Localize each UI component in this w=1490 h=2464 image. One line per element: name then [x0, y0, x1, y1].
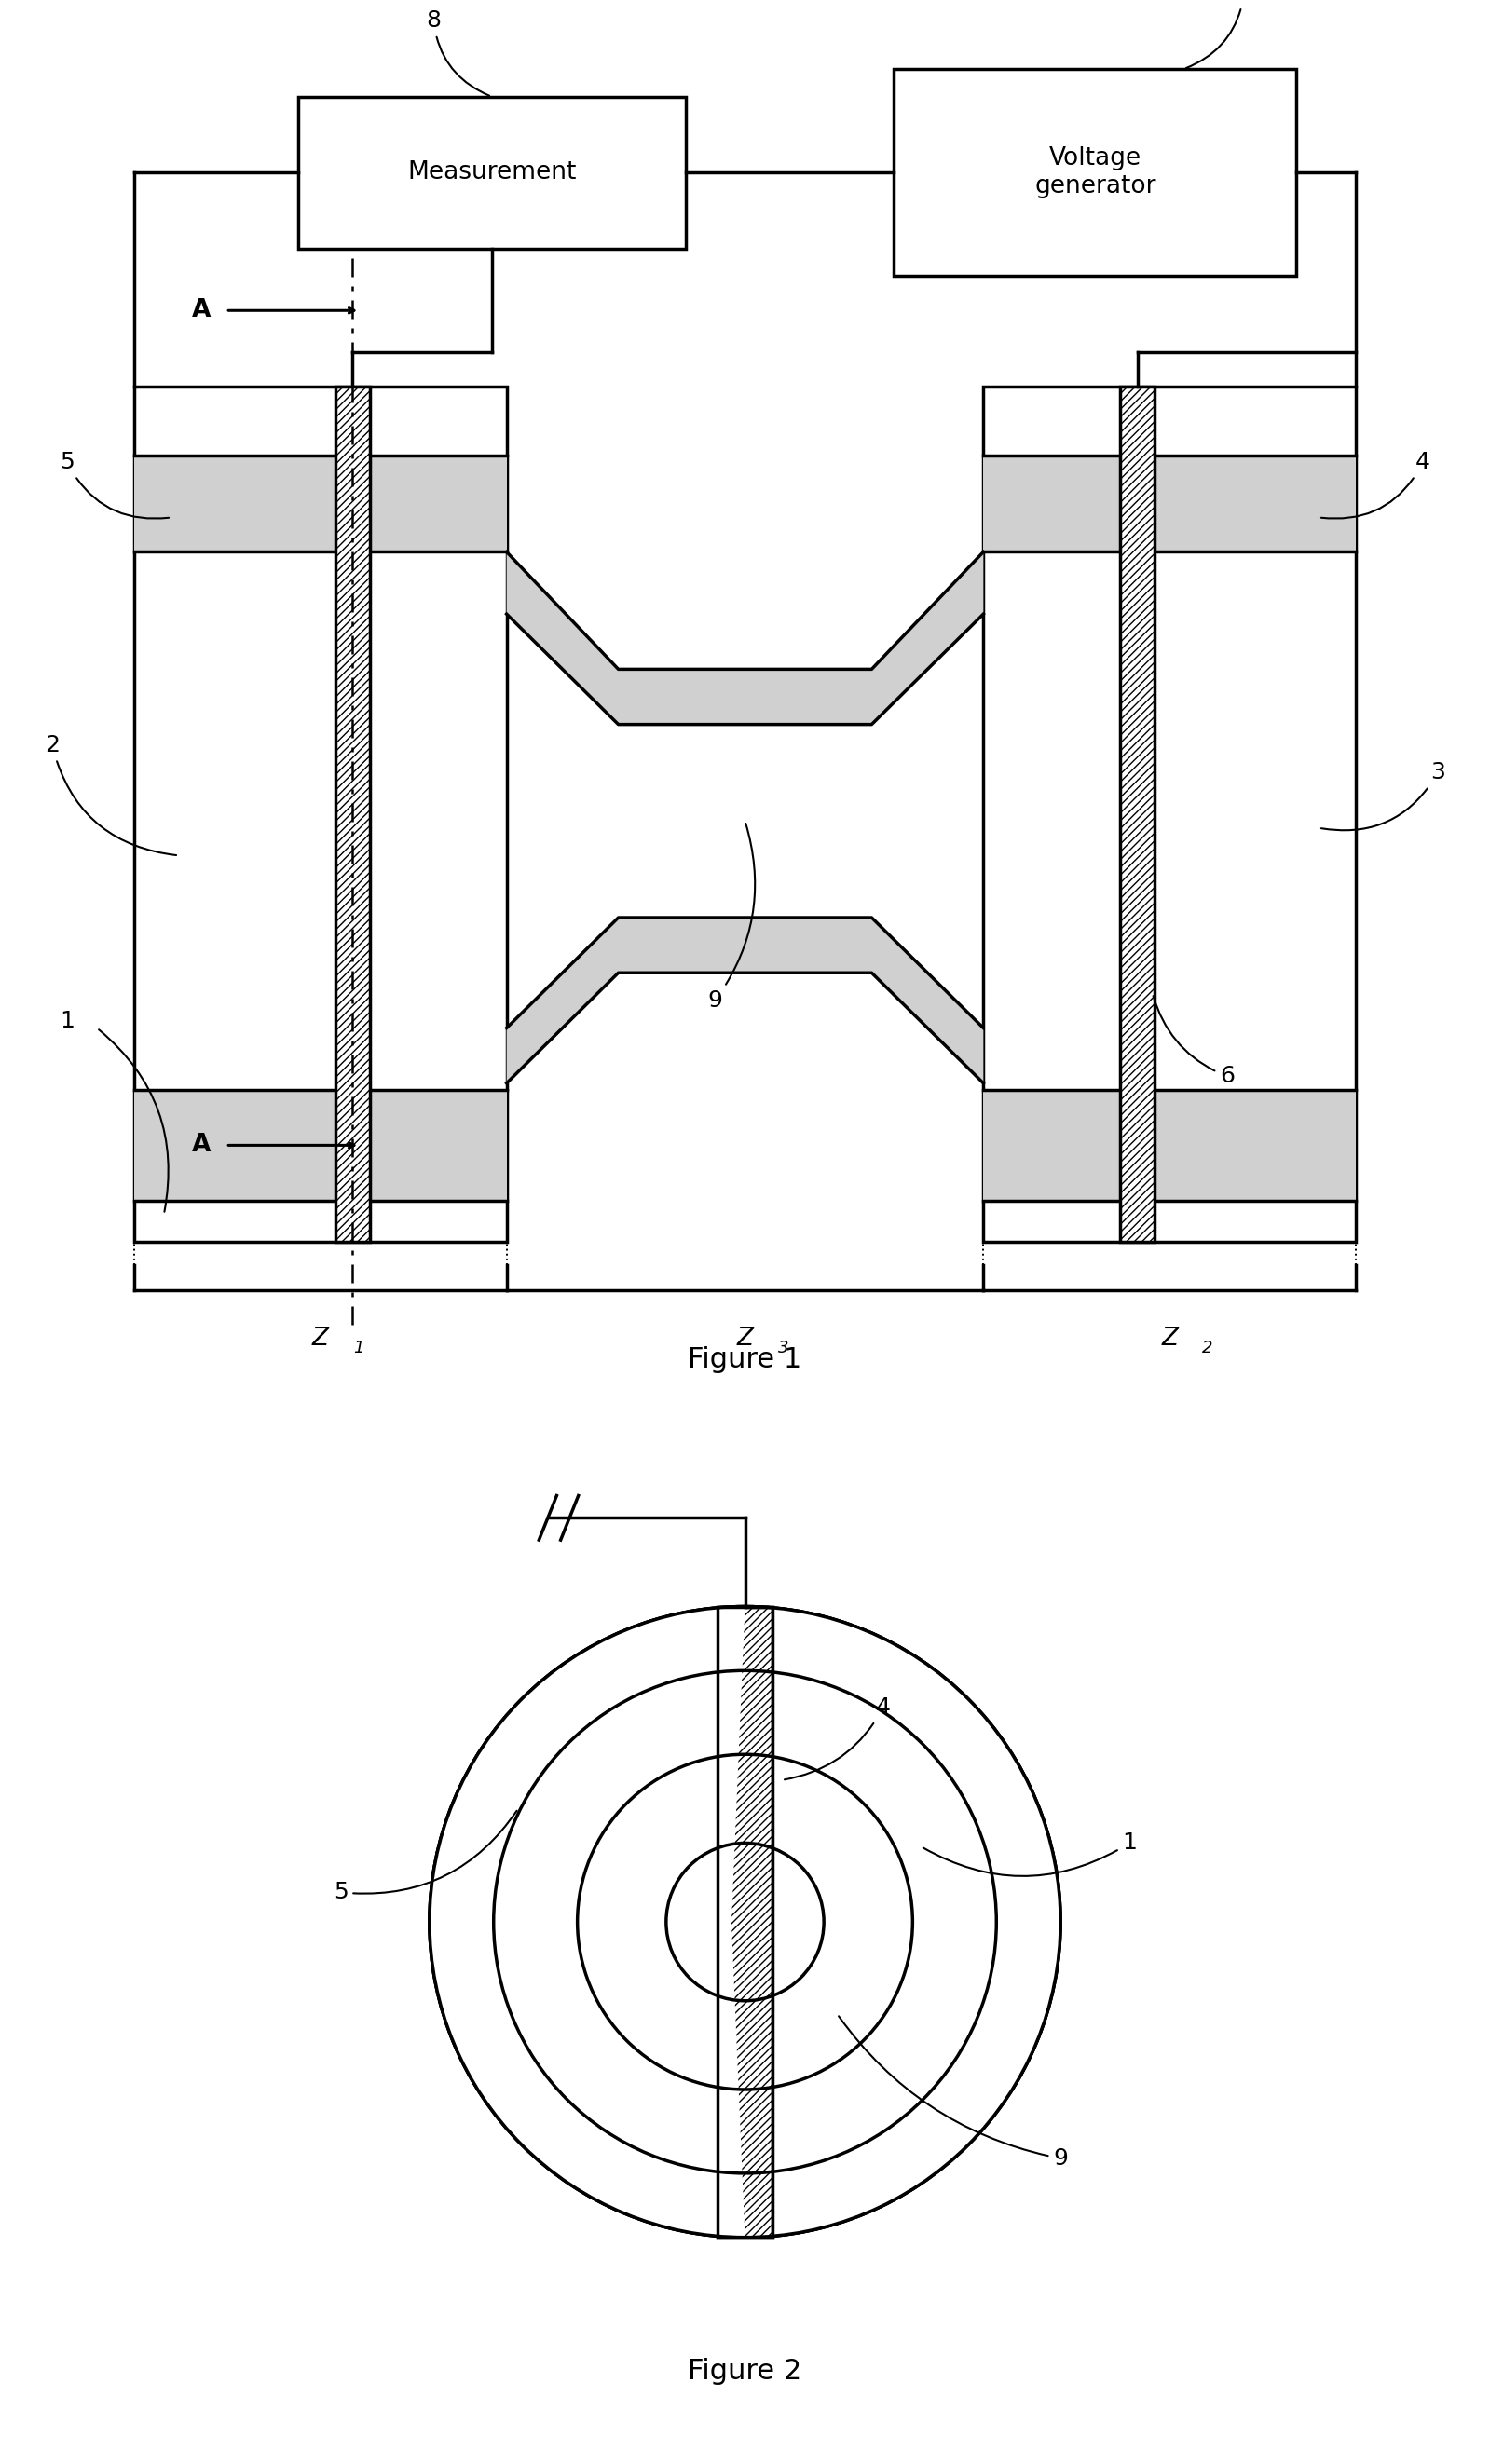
Text: Z: Z — [1161, 1326, 1179, 1350]
Bar — [983, 387, 1356, 1242]
Text: 2: 2 — [45, 734, 176, 855]
Polygon shape — [429, 1607, 745, 2237]
Bar — [983, 456, 1356, 552]
Polygon shape — [429, 1607, 1061, 2237]
Text: 9: 9 — [839, 2016, 1068, 2171]
Text: Z: Z — [311, 1326, 329, 1350]
Bar — [718, 1607, 772, 2237]
Bar — [298, 96, 685, 249]
Text: 5: 5 — [60, 451, 168, 517]
Bar — [134, 456, 507, 552]
Text: 1: 1 — [924, 1831, 1137, 1875]
Text: Figure 1: Figure 1 — [688, 1345, 802, 1372]
Text: Z: Z — [736, 1326, 754, 1350]
Bar — [983, 1089, 1356, 1200]
Polygon shape — [578, 1754, 912, 2089]
Bar — [134, 387, 507, 1242]
Text: 7: 7 — [1186, 0, 1252, 69]
Text: 1: 1 — [353, 1340, 364, 1358]
Text: 3: 3 — [778, 1340, 788, 1358]
Text: 4: 4 — [1322, 451, 1430, 517]
Text: Figure 2: Figure 2 — [688, 2358, 802, 2385]
Bar — [894, 69, 1296, 276]
Text: Voltage
generator: Voltage generator — [1034, 145, 1156, 200]
Polygon shape — [507, 552, 983, 724]
Text: 1: 1 — [60, 1010, 74, 1032]
Text: 3: 3 — [1322, 761, 1445, 830]
Polygon shape — [745, 1607, 1061, 2237]
Text: Measurement: Measurement — [407, 160, 577, 185]
Polygon shape — [493, 1671, 997, 2173]
Text: 8: 8 — [426, 10, 489, 96]
Text: A: A — [192, 1133, 212, 1158]
Bar — [718, 1607, 772, 2237]
Polygon shape — [507, 917, 983, 1084]
Text: 5: 5 — [334, 1811, 517, 1905]
Bar — [134, 1089, 507, 1200]
Polygon shape — [429, 1607, 1061, 2237]
Text: 9: 9 — [708, 823, 755, 1013]
Text: 6: 6 — [1153, 995, 1235, 1087]
Text: A: A — [192, 298, 212, 323]
Text: 2: 2 — [1202, 1340, 1213, 1358]
Text: 4: 4 — [785, 1695, 891, 1779]
Polygon shape — [666, 1843, 824, 2001]
Bar — [1120, 387, 1155, 1242]
Bar — [335, 387, 370, 1242]
